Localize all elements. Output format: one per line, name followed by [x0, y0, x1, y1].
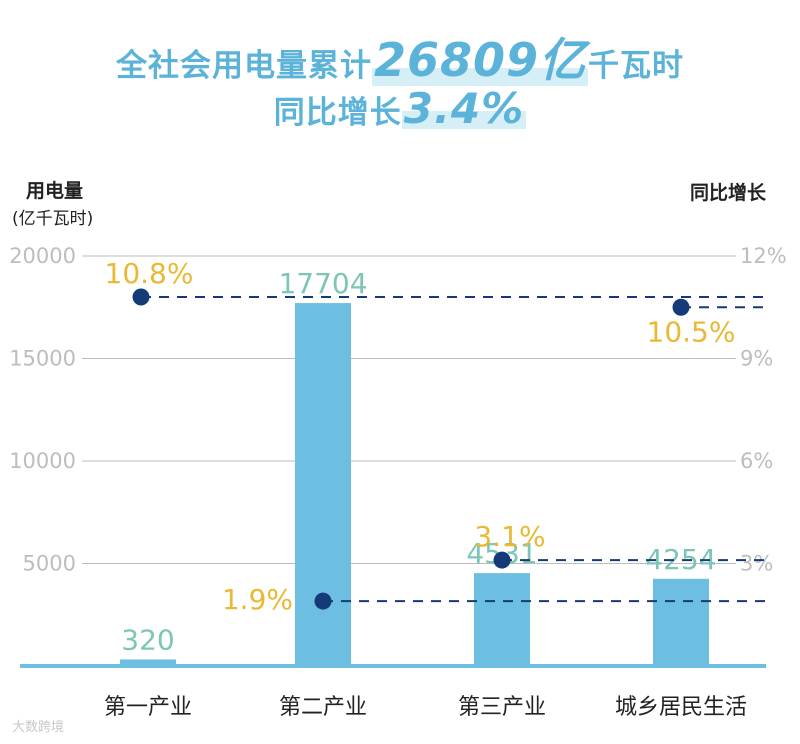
- x-category-label: 第三产业: [458, 695, 546, 720]
- bar-value-label: 320: [121, 623, 174, 656]
- growth-point: [132, 288, 150, 306]
- growth-point: [314, 592, 332, 610]
- growth-value-label: 10.5%: [647, 315, 736, 348]
- growth-point: [672, 298, 690, 316]
- bar: [474, 573, 530, 666]
- bar: [653, 578, 709, 666]
- y-right-tick-label: 12%: [740, 244, 787, 268]
- growth-value-label: 1.9%: [222, 583, 293, 616]
- y-right-tick-label: 9%: [740, 347, 773, 371]
- x-category-label: 城乡居民生活: [615, 695, 747, 720]
- title-line-2: 同比增长3.4%: [0, 84, 800, 133]
- title-line1-suffix: 千瓦时: [588, 48, 685, 84]
- y-left-tick-label: 20000: [9, 244, 76, 268]
- y-right-tick-label: 6%: [740, 449, 773, 473]
- y-axis-left-unit: (亿千瓦时): [12, 209, 94, 229]
- title-total-value: 26809亿: [373, 33, 587, 87]
- y-right-tick-label: 3%: [740, 552, 773, 576]
- y-axis-right-title: 同比增长: [690, 182, 767, 204]
- growth-value-label: 3.1%: [474, 520, 545, 553]
- x-category-label: 第一产业: [104, 695, 192, 720]
- title-line-1: 全社会用电量累计26809亿千瓦时: [0, 24, 800, 90]
- chart-title: 全社会用电量累计26809亿千瓦时 同比增长3.4%: [0, 0, 800, 150]
- watermark-text: 大数跨境: [12, 720, 65, 735]
- growth-point: [493, 551, 511, 569]
- y-left-tick-label: 10000: [9, 449, 76, 473]
- y-left-tick-label: 15000: [9, 347, 76, 371]
- bar: [295, 303, 351, 666]
- y-axis-left-title: 用电量: [26, 180, 84, 202]
- x-category-label: 第二产业: [279, 695, 367, 720]
- y-left-tick-label: 5000: [23, 552, 76, 576]
- bar: [120, 659, 176, 666]
- title-line2-prefix: 同比增长: [273, 95, 402, 131]
- title-growth-value: 3.4%: [403, 84, 525, 133]
- title-line1-prefix: 全社会用电量累计: [115, 48, 372, 84]
- bar-value-label: 17704: [278, 267, 367, 300]
- growth-value-label: 10.8%: [105, 257, 194, 290]
